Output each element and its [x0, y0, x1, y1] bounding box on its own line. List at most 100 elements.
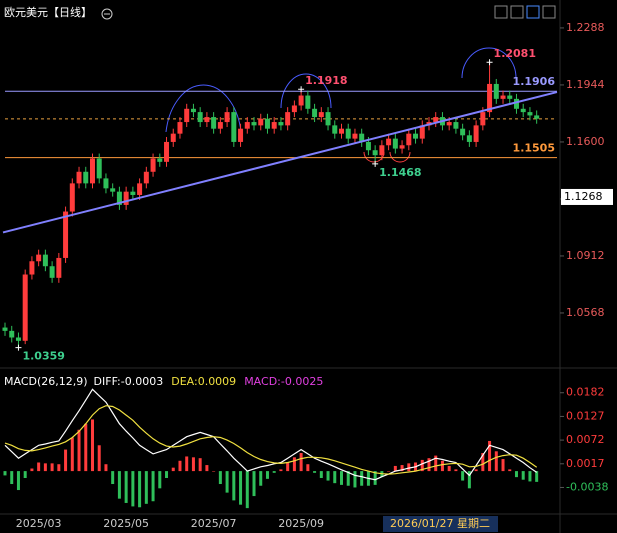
candle-body: [365, 141, 371, 151]
candle-body: [527, 112, 533, 116]
head-arc: [165, 84, 242, 133]
macd-bar: [514, 471, 518, 478]
macd-bar: [124, 471, 128, 503]
macd-bar: [440, 460, 444, 472]
candle-body: [460, 128, 466, 136]
candle-body: [29, 261, 35, 275]
candle-body: [513, 98, 519, 109]
x-tick-label: 2025/09: [278, 517, 324, 530]
macd-bar: [387, 471, 391, 472]
macd-bar: [205, 465, 209, 472]
tool-button[interactable]: [510, 5, 524, 19]
macd-bar: [488, 440, 492, 472]
macd-bar: [326, 471, 330, 481]
tool-button[interactable]: [526, 5, 540, 19]
trend-line: [2, 91, 558, 234]
tool-button[interactable]: [542, 5, 556, 19]
macd-bar: [481, 453, 485, 472]
price-panel: 1.22881.19441.16001.12561.09121.05681.19…: [2, 21, 613, 530]
candle-body: [345, 128, 351, 139]
macd-bar: [239, 471, 243, 505]
macd-bar: [420, 459, 424, 472]
candle-body: [493, 83, 499, 99]
tool-button[interactable]: [494, 5, 508, 19]
candle-body: [352, 133, 358, 139]
macd-bar: [3, 471, 7, 476]
candle-body: [56, 257, 62, 278]
macd-bar: [427, 458, 431, 472]
macd-panel: MACD(26,12,9) DIFF:-0.0003 DEA:0.0009 MACD:…: [3, 375, 608, 509]
icon-circle: [101, 8, 113, 20]
candle-body: [15, 337, 21, 341]
candle-body: [150, 158, 156, 172]
candle-body: [487, 83, 493, 113]
macd-bar: [319, 471, 323, 478]
candle-body: [76, 171, 82, 184]
macd-bar: [117, 471, 121, 499]
candle-body: [520, 108, 526, 113]
y-tick-label: 1.0912: [566, 249, 605, 262]
candle-body: [453, 122, 459, 129]
candle-body: [534, 115, 540, 119]
candle-body: [49, 266, 55, 278]
y-tick-label: 0.0017: [566, 457, 605, 470]
candle-body: [244, 122, 250, 129]
candle-body: [318, 112, 324, 118]
settings-icon[interactable]: [101, 8, 113, 20]
macd-bar: [434, 455, 438, 472]
macd-bar: [306, 464, 310, 472]
macd-bar: [198, 458, 202, 472]
candle-body: [83, 171, 89, 184]
candle-body: [419, 125, 425, 139]
macd-bar: [23, 471, 27, 478]
extreme-marker: [298, 86, 305, 93]
macd-bar: [111, 471, 115, 485]
y-tick-label: 1.1600: [566, 135, 605, 148]
macd-bar: [16, 471, 20, 491]
macd-bar: [97, 445, 101, 472]
macd-bar: [292, 457, 296, 472]
x-tick-label: 2025/05: [103, 517, 149, 530]
x-tick-label: 2025/07: [191, 517, 237, 530]
candle-body: [130, 191, 136, 195]
macd-bar: [279, 469, 283, 472]
dea-line: [4, 405, 538, 475]
candle-body: [500, 95, 506, 99]
y-tick-label: 0.0072: [566, 433, 605, 446]
macd-bar: [393, 465, 397, 472]
candle-body: [197, 112, 203, 123]
candle-body: [238, 128, 244, 142]
macd-bar: [407, 463, 411, 472]
extreme-label: 1.1918: [305, 74, 347, 87]
y-tick-label: 0.0127: [566, 409, 605, 422]
cursor-price-box: [561, 188, 613, 205]
macd-bar: [158, 471, 162, 489]
candle-body: [480, 112, 486, 126]
y-tick-label: 0.0182: [566, 386, 605, 399]
candle-body: [96, 158, 102, 179]
candle-body: [143, 171, 149, 184]
candle-body: [312, 108, 318, 118]
cursor-price: 1.1268: [564, 190, 603, 203]
legend-entry: MACD:-0.0025: [244, 375, 323, 388]
candle-body: [386, 138, 392, 146]
macd-bar: [151, 471, 155, 502]
macd-bar: [218, 471, 222, 485]
macd-bar: [346, 471, 350, 486]
macd-bar: [313, 471, 317, 473]
macd-bar: [360, 471, 364, 486]
candle-body: [251, 122, 257, 126]
candle-body: [507, 95, 513, 99]
candle-body: [204, 117, 210, 123]
macd-bar: [245, 471, 249, 509]
y-tick-label: 1.1944: [566, 78, 605, 91]
diff-line: [4, 388, 538, 481]
candle-body: [36, 254, 42, 262]
candle-body: [264, 118, 270, 129]
macd-bar: [299, 453, 303, 472]
candle-body: [123, 191, 129, 205]
macd-bar: [37, 462, 41, 472]
candle-body: [231, 112, 237, 142]
candle-body: [305, 95, 311, 109]
